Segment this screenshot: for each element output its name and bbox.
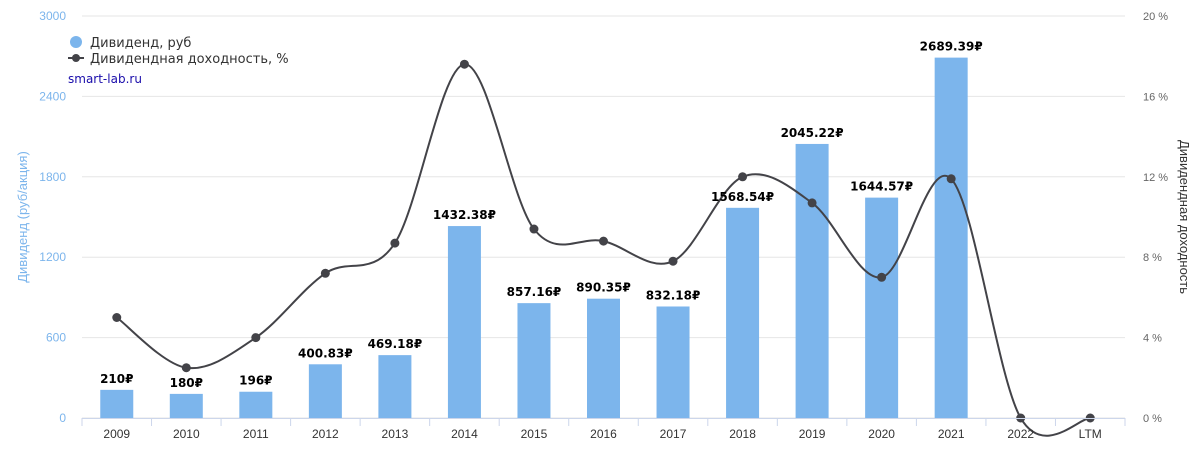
y-axis-right-title: Дивидендная доходность	[1177, 140, 1192, 294]
yield-point[interactable]	[738, 172, 748, 182]
y-axis-right: 0 % 4 % 8 % 12 % 16 % 20 %	[1143, 11, 1168, 425]
y-left-tick-label: 1800	[39, 170, 66, 184]
yield-point[interactable]	[599, 236, 608, 246]
yield-point[interactable]	[459, 59, 469, 69]
yield-point[interactable]	[112, 313, 122, 322]
x-tick-label: LTM	[1079, 427, 1102, 441]
yield-point[interactable]	[668, 256, 678, 266]
yield-point[interactable]	[320, 268, 330, 278]
bar[interactable]	[169, 393, 203, 418]
legend: Дивиденд, руб Дивидендная доходность, %	[68, 36, 289, 67]
bar[interactable]	[656, 306, 690, 418]
y-right-tick-label: 8 %	[1143, 252, 1162, 264]
bar-data-label: 857.16₽	[507, 285, 562, 299]
bar-data-label: 180₽	[170, 376, 203, 390]
y-left-tick-label: 2400	[39, 89, 66, 103]
y-axis-left: 0 600 1200 1800 2400 3000	[39, 9, 66, 425]
bar[interactable]	[447, 226, 481, 418]
x-tick-label: 2017	[660, 427, 687, 441]
bar-data-label: 1568.54₽	[711, 190, 774, 204]
bar[interactable]	[517, 303, 551, 418]
y-left-tick-label: 0	[59, 411, 66, 425]
bar-data-label: 1432.38₽	[433, 208, 496, 222]
x-tick-label: 2016	[590, 427, 617, 441]
bar-data-label: 469.18₽	[368, 337, 423, 351]
bar-data-label: 1644.57₽	[850, 180, 913, 194]
x-tick-label: 2021	[938, 427, 965, 441]
x-tick-label: 2011	[243, 427, 269, 441]
source-credit[interactable]: smart-lab.ru	[68, 72, 142, 86]
y-right-tick-label: 16 %	[1143, 91, 1168, 103]
y-left-tick-label: 3000	[39, 9, 66, 23]
x-tick-label: 2020	[868, 427, 895, 441]
bar-data-label: 2689.39₽	[920, 40, 983, 54]
x-tick-label: 2010	[173, 427, 200, 441]
x-tick-label: 2012	[312, 427, 339, 441]
x-tick-label: 2014	[451, 427, 478, 441]
y-right-tick-label: 0 %	[1143, 413, 1162, 425]
x-tick-label: 2015	[521, 427, 548, 441]
bar-data-label: 890.35₽	[576, 281, 631, 295]
x-tick-label: 2022	[1007, 427, 1034, 441]
x-tick-label: 2018	[729, 427, 756, 441]
yield-point[interactable]	[390, 238, 400, 248]
yield-point[interactable]	[251, 333, 261, 343]
yield-point[interactable]	[877, 272, 887, 282]
x-tick-label: 2019	[799, 427, 826, 441]
legend-item-yield[interactable]: Дивидендная доходность, %	[68, 52, 289, 67]
bar[interactable]	[378, 355, 412, 418]
bar[interactable]	[587, 298, 620, 418]
bar-data-label: 2045.22₽	[781, 126, 844, 140]
line-series	[112, 59, 1095, 437]
y-left-tick-label: 600	[46, 331, 66, 345]
y-right-tick-label: 4 %	[1143, 333, 1162, 345]
legend-yield-marker	[72, 54, 80, 62]
yield-point[interactable]	[946, 174, 956, 184]
x-axis: 2009 2010 2011 2012 2013 2014 2015 2016 2017 2018…	[81, 418, 1126, 441]
legend-dividend-marker	[70, 36, 82, 48]
legend-dividend-label: Дивиденд, руб	[90, 36, 191, 51]
bar[interactable]	[934, 57, 968, 419]
bar[interactable]	[308, 364, 342, 418]
bar-data-label: 210₽	[100, 372, 133, 386]
bar[interactable]	[239, 391, 273, 418]
legend-yield-label: Дивидендная доходность, %	[90, 52, 289, 67]
y-right-tick-label: 20 %	[1143, 11, 1168, 23]
bar[interactable]	[865, 197, 899, 418]
bar-series	[100, 57, 968, 419]
y-axis-left-title: Дивиденд (руб/акция)	[15, 151, 30, 283]
yield-point[interactable]	[181, 363, 191, 373]
data-labels: 210₽ 180₽ 196₽ 400.83₽ 469.18₽ 1432.38₽ 857.16…	[100, 40, 983, 390]
bar-data-label: 196₽	[239, 374, 272, 388]
x-tick-label: 2013	[382, 427, 409, 441]
yield-point[interactable]	[529, 224, 539, 234]
bar[interactable]	[795, 143, 829, 418]
y-right-tick-label: 12 %	[1143, 172, 1168, 184]
bar[interactable]	[100, 389, 134, 418]
bar-data-label: 832.18₽	[646, 288, 701, 302]
y-left-tick-label: 1200	[39, 250, 66, 264]
x-tick-label: 2009	[103, 427, 130, 441]
yield-point[interactable]	[807, 198, 817, 208]
bar-data-label: 400.83₽	[298, 346, 353, 360]
bar[interactable]	[726, 207, 760, 418]
legend-item-dividend[interactable]: Дивиденд, руб	[70, 36, 191, 51]
